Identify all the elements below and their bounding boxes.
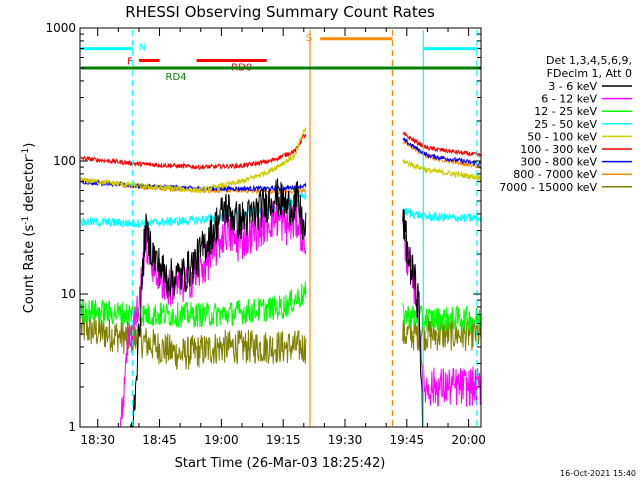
legend-entry-label: 25 - 50 keV — [534, 118, 597, 131]
series-line-4 — [402, 157, 482, 182]
series-line-1 — [402, 221, 482, 407]
x-tick-label: 19:15 — [266, 433, 301, 447]
series-line-6 — [402, 136, 482, 166]
timestamp: 16-Oct-2021 15:40 — [560, 469, 636, 478]
x-tick-label: 20:00 — [451, 433, 486, 447]
x-tick-label: 18:30 — [80, 433, 115, 447]
legend-header: Det 1,3,4,5,6,9, — [546, 54, 632, 67]
legend-entry-label: 3 - 6 keV — [548, 80, 597, 93]
legend-entry-label: 50 - 100 keV — [527, 130, 597, 143]
series-line-3 — [402, 207, 482, 223]
series-line-2 — [402, 302, 482, 333]
y-tick-label: 1 — [68, 420, 76, 434]
x-tick-label: 18:45 — [142, 433, 177, 447]
y-tick-label: 100 — [53, 154, 76, 168]
legend-entry-label: 800 - 7000 keV — [513, 168, 597, 181]
legend-entry-label: 300 - 800 keV — [520, 156, 597, 169]
series-line-2 — [80, 281, 307, 328]
y-tick-label: 10 — [61, 287, 76, 301]
chart-title: RHESSI Observing Summary Count Rates — [125, 3, 435, 21]
x-axis-label: Start Time (26-Mar-03 18:25:42) — [175, 456, 386, 471]
series-line-4 — [80, 127, 307, 195]
y-tick-label: 1000 — [45, 21, 76, 35]
flag-label-f: F — [127, 56, 133, 67]
x-tick-label: 19:00 — [204, 433, 239, 447]
plot-frame — [79, 27, 482, 428]
x-tick-label: 19:45 — [390, 433, 425, 447]
flag-label-n: N — [139, 43, 146, 54]
flag-label-rd4: RD4 — [166, 72, 187, 83]
legend-entry-label: 7000 - 15000 keV — [499, 181, 597, 194]
flag-label-s: S — [306, 33, 312, 44]
y-axis-label: Count Rate (s-1 detector-1) — [21, 143, 37, 314]
x-tick-label: 19:30 — [328, 433, 363, 447]
legend-entry-label: 6 - 12 keV — [541, 93, 597, 106]
legend-header: FDecim 1, Att 0 — [547, 67, 632, 80]
series-line-7 — [402, 139, 482, 169]
series-line-8 — [80, 311, 307, 370]
legend: Det 1,3,4,5,6,9,FDecim 1, Att 03 - 6 keV… — [499, 54, 632, 194]
legend-entry-label: 12 - 25 keV — [534, 105, 597, 118]
legend-entry-label: 100 - 300 keV — [520, 143, 597, 156]
series-line-5 — [80, 133, 307, 170]
series-line-5 — [402, 131, 482, 158]
